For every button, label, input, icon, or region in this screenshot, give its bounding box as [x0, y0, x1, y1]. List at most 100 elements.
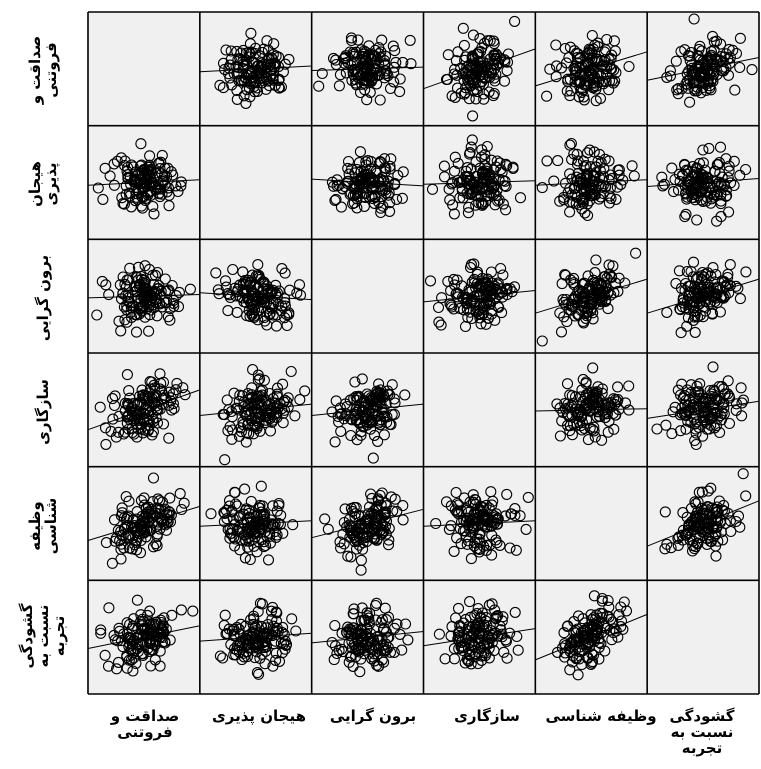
scatter-point — [722, 268, 734, 280]
scatter-point — [339, 52, 351, 64]
scatter-point — [346, 57, 358, 70]
scatter-point — [287, 519, 299, 531]
scatter-point — [365, 488, 377, 500]
scatter-point — [347, 65, 359, 78]
scatter-point — [699, 305, 711, 317]
scatter-point — [704, 286, 716, 298]
scatter-point — [245, 398, 257, 410]
scatter-point — [716, 504, 728, 516]
fit-line — [87, 389, 201, 431]
scatter-point — [149, 639, 161, 651]
scatter-point — [732, 510, 745, 522]
scatter-point — [291, 287, 303, 299]
scatter-point — [564, 168, 576, 180]
scatter-point — [119, 314, 131, 326]
scatter-point — [735, 382, 747, 394]
scatter-point — [338, 538, 350, 550]
scatter-cell — [646, 468, 760, 562]
scatter-point — [154, 191, 166, 203]
scatter-point — [265, 288, 277, 300]
scatter-point — [448, 68, 460, 80]
scatter-point — [270, 654, 282, 666]
scatter-point — [271, 390, 283, 402]
scatter-point — [399, 618, 412, 630]
scatter-point — [228, 623, 240, 635]
scatter-point — [586, 620, 598, 632]
scatter-point — [378, 645, 390, 657]
scatter-point — [445, 520, 457, 532]
scatter-point — [144, 177, 156, 189]
scatter-point — [716, 380, 728, 393]
scatter-point — [464, 596, 476, 608]
fit-line — [423, 48, 536, 90]
scatter-point — [328, 654, 340, 666]
row-label: سازگاری — [34, 379, 52, 445]
scatter-point — [673, 265, 685, 277]
scatter-point — [461, 538, 473, 550]
scatter-point — [583, 43, 595, 55]
scatter-point — [485, 520, 497, 532]
scatter-point — [294, 394, 306, 406]
scatter-point — [676, 301, 688, 313]
scatter-point — [111, 663, 123, 675]
scatter-point — [363, 618, 376, 630]
scatter-point — [696, 185, 708, 197]
scatter-point — [159, 162, 171, 174]
scatter-point — [666, 162, 678, 174]
scatter-point — [536, 182, 548, 194]
scatter-point — [702, 485, 714, 497]
scatter-point — [691, 81, 703, 93]
scatter-point — [326, 636, 338, 649]
scatter-point — [231, 93, 243, 105]
scatter-point — [438, 160, 450, 172]
scatter-point — [341, 177, 353, 189]
scatter-point — [252, 606, 264, 618]
scatter-point — [259, 658, 271, 670]
scatter-point — [165, 395, 177, 407]
scatter-point — [718, 276, 730, 288]
scatter-point — [122, 399, 134, 411]
scatter-point — [335, 542, 347, 554]
scatter-point — [163, 200, 175, 212]
scatter-point — [116, 507, 128, 519]
scatter-point — [362, 508, 374, 520]
scatter-point — [440, 73, 453, 86]
scatter-point — [567, 418, 580, 430]
scatter-point — [251, 60, 263, 72]
scatter-point — [342, 621, 354, 633]
scatter-point — [137, 649, 149, 661]
scatter-point — [578, 317, 590, 329]
scatter-point — [355, 44, 367, 56]
scatter-point — [144, 293, 156, 305]
scatter-point — [251, 667, 263, 679]
scatter-point — [144, 605, 156, 617]
scatter-point — [135, 138, 147, 150]
scatter-point — [362, 50, 374, 62]
scatter-point — [235, 422, 247, 434]
scatter-point — [405, 58, 417, 70]
scatter-point — [656, 171, 668, 183]
fit-line — [535, 51, 648, 87]
scatter-point — [258, 629, 270, 642]
scatter-point — [347, 608, 359, 620]
scatter-point — [703, 142, 715, 154]
scatter-point — [380, 398, 392, 410]
scatter-point — [673, 531, 685, 543]
scatter-point — [672, 184, 685, 196]
scatter-point — [722, 69, 735, 81]
scatter-point — [578, 633, 590, 645]
fit-line — [423, 628, 536, 647]
scatter-point — [451, 82, 464, 94]
scatter-point — [554, 430, 566, 442]
scatter-point — [254, 62, 266, 74]
scatter-point — [500, 635, 512, 647]
scatter-point — [125, 201, 137, 213]
scatter-point — [453, 643, 465, 655]
scatter-point — [113, 410, 125, 422]
scatter-point — [118, 198, 130, 210]
scatter-point — [239, 274, 251, 286]
scatter-point — [478, 540, 490, 552]
scatter-point — [711, 501, 723, 513]
scatter-point — [329, 436, 341, 448]
scatter-point — [265, 52, 277, 64]
